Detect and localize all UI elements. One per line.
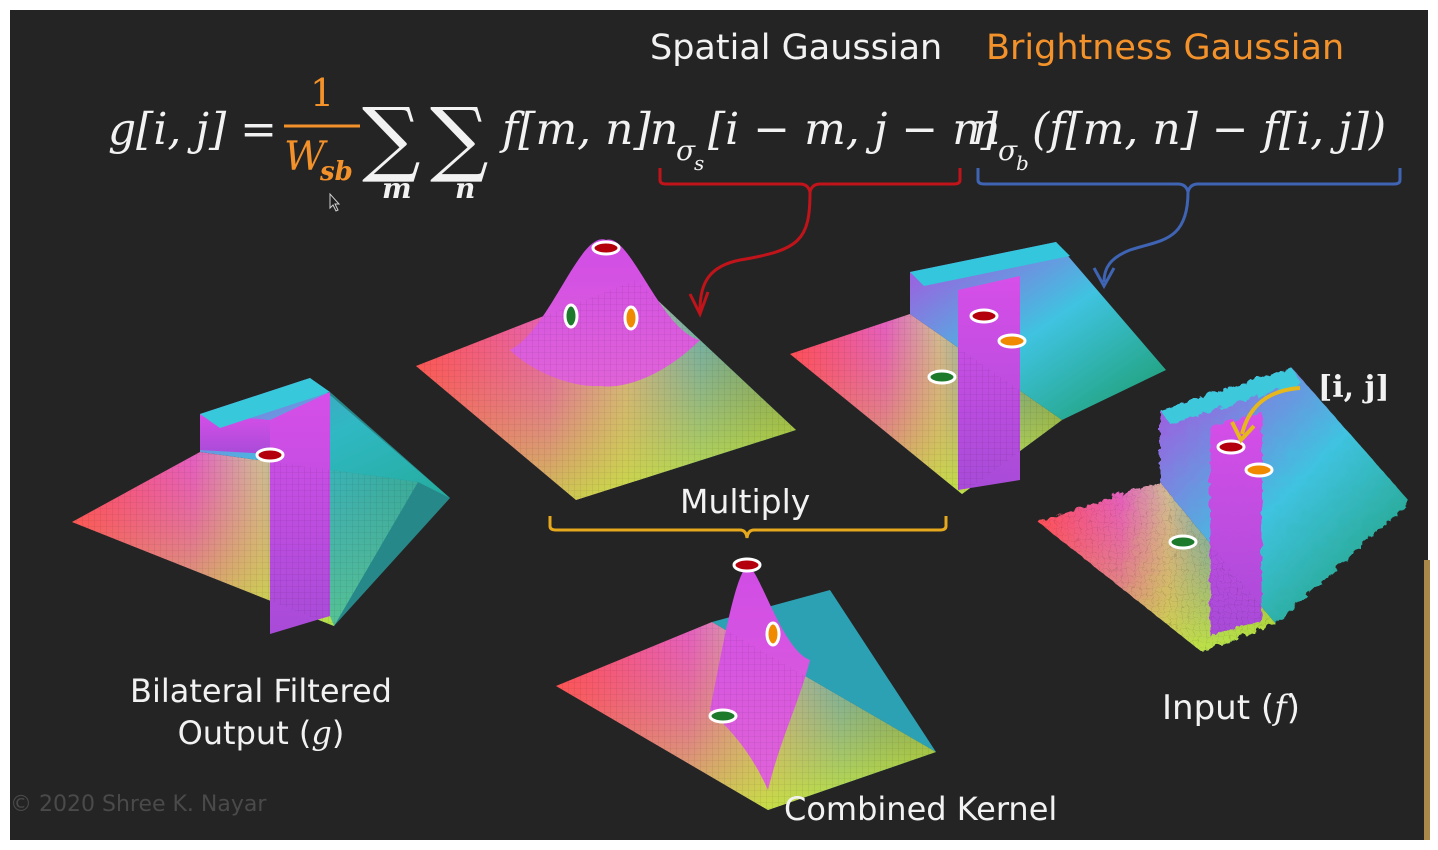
input-label-text: Input ( <box>1162 688 1275 728</box>
slide: g[i, j] = 1 W sb ∑ m ∑ n f[m, n] n σ s [… <box>10 10 1428 840</box>
equation-lhs: g[i, j] = <box>108 104 277 155</box>
equation: g[i, j] = 1 W sb ∑ m ∑ n f[m, n] n σ s [… <box>108 71 1386 205</box>
input-label-close: ) <box>1286 688 1300 728</box>
equation-input-term: f[m, n] <box>499 104 651 155</box>
spatial-sigma: σ <box>676 134 696 167</box>
equation-numerator: 1 <box>310 71 334 115</box>
multiply-label: Multiply <box>680 482 811 521</box>
marker-red <box>591 240 621 256</box>
spatial-brace <box>658 168 962 193</box>
input-label-var: f <box>1274 688 1287 728</box>
slide-edge-accent <box>1424 560 1430 840</box>
marker-green <box>563 303 579 329</box>
ij-arrow-head <box>1230 421 1256 444</box>
marker-orange <box>623 305 639 331</box>
brightness-sigma: σ <box>998 134 1018 167</box>
marker-green <box>1168 534 1198 550</box>
marker-green <box>708 708 738 724</box>
spatial-sigma-sub: s <box>694 151 704 175</box>
bilateral-label-line1: Bilateral Filtered <box>130 672 392 710</box>
marker-orange <box>997 333 1027 349</box>
bilateral-label-var: g <box>311 714 332 752</box>
marker-red <box>255 447 285 463</box>
spatial-arrow-head <box>688 291 710 318</box>
brightness-gaussian-title: Brightness Gaussian <box>986 28 1345 68</box>
marker-orange <box>765 621 781 647</box>
spatial-kernel-n: n <box>650 104 678 155</box>
spatial-arrow <box>698 191 812 311</box>
marker-red <box>969 308 999 324</box>
bilateral-output-label: Bilateral Filtered Output (g) <box>130 670 392 754</box>
ij-marker-label: [i, j] <box>1318 370 1390 405</box>
surface-spatial-gaussian <box>416 239 796 500</box>
brightness-arrow-head <box>1092 267 1116 290</box>
bilateral-label-close: ) <box>331 714 345 752</box>
diagram-canvas: g[i, j] = 1 W sb ∑ m ∑ n f[m, n] n σ s [… <box>72 71 1408 810</box>
spatial-args: [i − m, j − n] <box>708 104 999 155</box>
sum-symbol-m: ∑ <box>362 91 421 186</box>
copyright-text: © 2020 Shree K. Nayar <box>10 792 267 817</box>
surface-brightness-gaussian <box>790 242 1166 494</box>
sum-index-m: m <box>382 172 412 205</box>
mouse-cursor-icon <box>329 192 341 212</box>
spatial-gaussian-title: Spatial Gaussian <box>650 28 943 68</box>
surface-input <box>1036 366 1408 650</box>
surface-bilateral-output <box>72 378 450 634</box>
brightness-brace <box>976 168 1402 193</box>
sum-symbol-n: ∑ <box>430 91 489 186</box>
brightness-kernel-n: n <box>972 104 1000 155</box>
surface-combined-kernel <box>556 557 936 810</box>
equation-denominator: W <box>284 134 328 180</box>
multiply-brace <box>548 516 948 539</box>
marker-orange <box>1244 462 1274 478</box>
sum-index-n: n <box>455 172 475 205</box>
input-label: Input (f) <box>1162 688 1300 728</box>
marker-red <box>732 557 762 573</box>
bilateral-label-line2: Output (g) <box>130 712 392 754</box>
ij-arrow <box>1240 386 1301 435</box>
equation-denominator-sub: sb <box>319 157 353 187</box>
marker-green <box>927 369 957 385</box>
brightness-arrow <box>1102 191 1190 283</box>
brightness-sigma-sub: b <box>1016 151 1029 175</box>
brightness-args: (f[m, n] − f[i, j]) <box>1032 104 1386 155</box>
marker-red <box>1216 439 1246 455</box>
bilateral-label-text: Output ( <box>177 714 312 752</box>
combined-kernel-label: Combined Kernel <box>784 790 1058 828</box>
